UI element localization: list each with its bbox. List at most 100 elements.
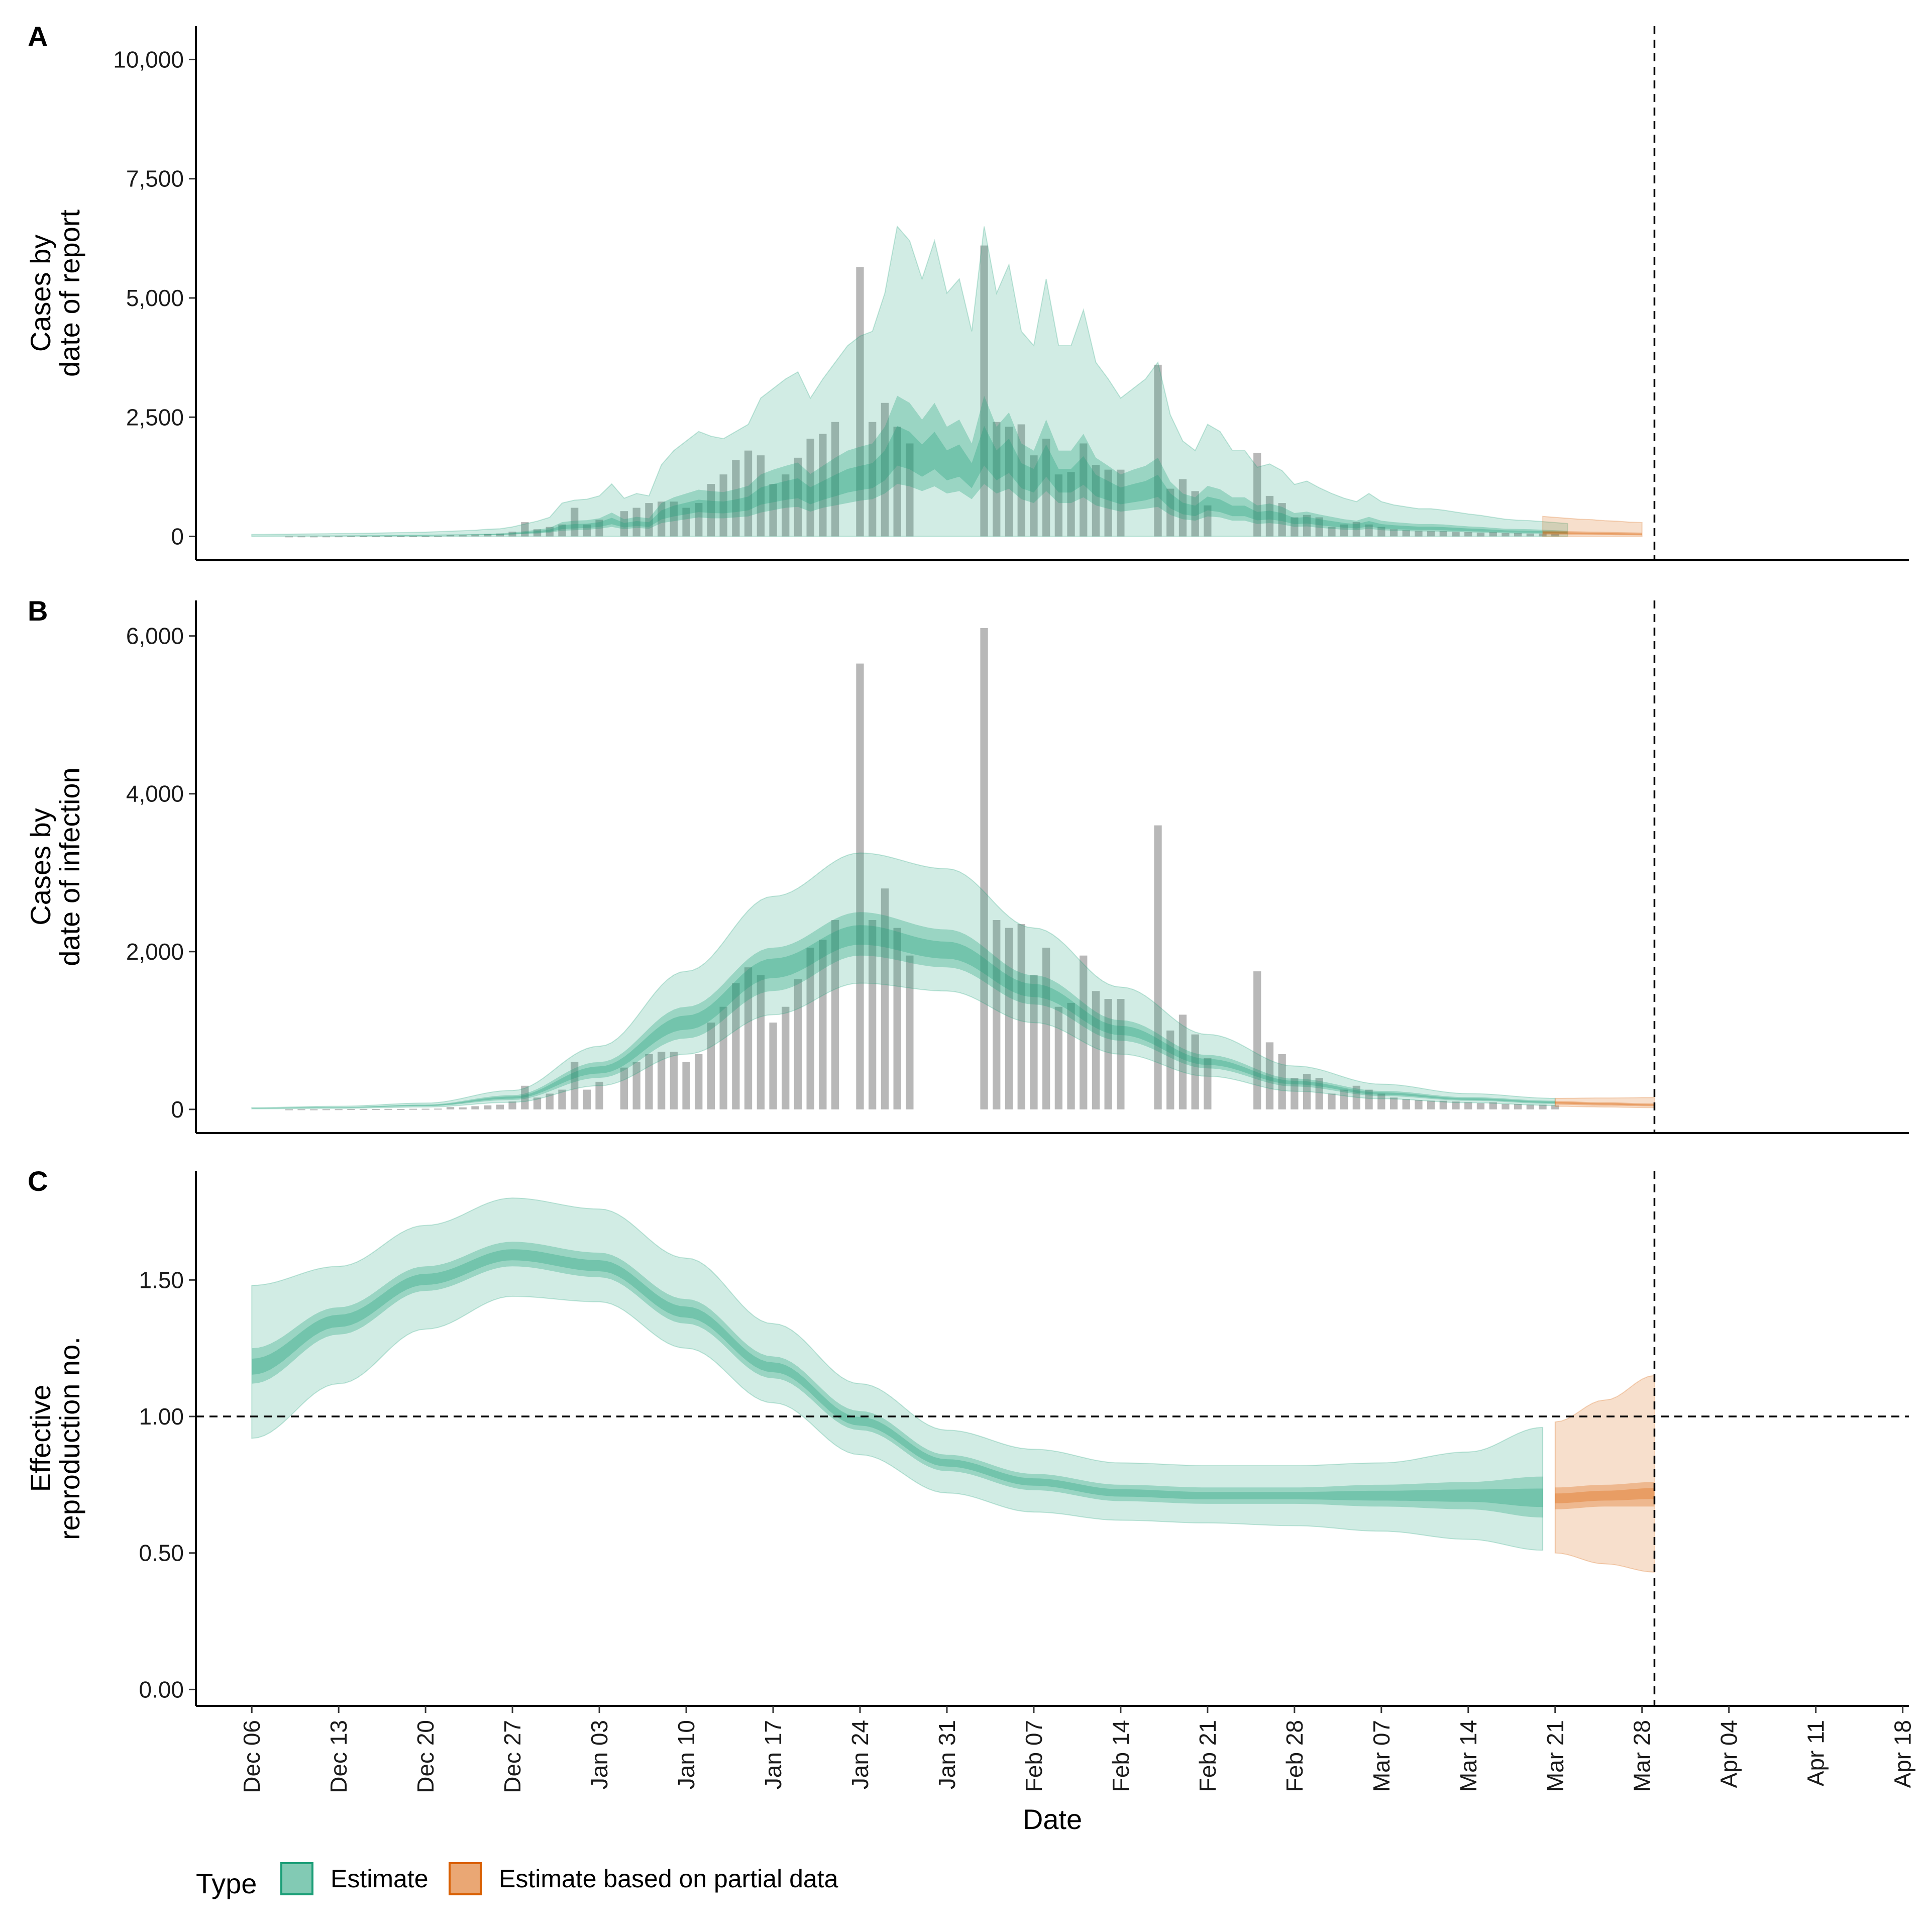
observed-bar-b bbox=[1080, 955, 1088, 1109]
observed-bar-b bbox=[1415, 1100, 1423, 1109]
observed-bar-a bbox=[1178, 479, 1187, 537]
observed-bar-a bbox=[670, 501, 678, 537]
y-tick-label-a: 5,000 bbox=[126, 285, 184, 311]
observed-bar-b bbox=[993, 920, 1001, 1109]
observed-bar-b bbox=[1352, 1085, 1360, 1109]
observed-bar-a bbox=[1476, 533, 1485, 537]
observed-bar-b bbox=[1340, 1089, 1348, 1109]
observed-bar-b bbox=[322, 1109, 331, 1110]
observed-bar-a bbox=[906, 443, 914, 537]
observed-bar-b bbox=[1278, 1054, 1286, 1109]
legend-title: Type bbox=[196, 1868, 257, 1899]
observed-bar-b bbox=[1489, 1102, 1497, 1109]
observed-bar-a bbox=[1502, 533, 1510, 537]
observed-bar-b bbox=[732, 983, 740, 1109]
y-tick-label-c: 1.50 bbox=[139, 1267, 184, 1293]
observed-bar-a bbox=[658, 501, 666, 537]
observed-bar-b bbox=[782, 1006, 790, 1109]
x-axis: Dec 06 Dec 13 Dec 20 Dec 27 Jan 03 Jan 10 Jan … bbox=[239, 1706, 1916, 1835]
estimate-band-50-a bbox=[252, 395, 1568, 537]
observed-bar-b bbox=[1526, 1104, 1534, 1109]
y-tick-label-c: 1.00 bbox=[139, 1403, 184, 1430]
panel-letter-c: C bbox=[28, 1165, 48, 1197]
observed-bar-b bbox=[459, 1107, 467, 1109]
x-tick-label: Apr 04 bbox=[1716, 1720, 1742, 1788]
observed-bar-b bbox=[546, 1093, 554, 1109]
observed-bar-a bbox=[1352, 522, 1360, 537]
observed-bar-b bbox=[1464, 1102, 1472, 1109]
observed-bar-a bbox=[1340, 524, 1348, 537]
observed-bar-b bbox=[1514, 1103, 1522, 1109]
observed-bar-a bbox=[757, 455, 765, 537]
observed-bar-a bbox=[1092, 465, 1100, 537]
partial-band-50-a bbox=[1543, 531, 1642, 536]
observed-bar-b bbox=[1104, 999, 1112, 1109]
y-tick-label-a: 7,500 bbox=[126, 166, 184, 192]
y-tick-label-a: 0 bbox=[171, 524, 184, 550]
observed-bar-a bbox=[1402, 530, 1410, 537]
x-tick-label: Feb 28 bbox=[1281, 1720, 1308, 1792]
observed-bar-a bbox=[782, 474, 790, 537]
observed-bar-b bbox=[831, 920, 839, 1109]
observed-bar-a bbox=[1514, 533, 1522, 537]
partial-band-20-b bbox=[1555, 1102, 1655, 1106]
observed-bar-a bbox=[595, 520, 603, 537]
observed-bar-b bbox=[310, 1109, 318, 1110]
observed-bar-a bbox=[1154, 364, 1162, 537]
observed-bar-a bbox=[496, 533, 504, 537]
observed-bar-a bbox=[1291, 517, 1299, 537]
observed-bar-b bbox=[1551, 1105, 1559, 1109]
x-tick-label: Mar 28 bbox=[1629, 1720, 1655, 1792]
observed-bar-a bbox=[558, 524, 566, 537]
observed-bar-a bbox=[409, 536, 417, 537]
x-tick-label: Feb 14 bbox=[1108, 1720, 1134, 1792]
x-tick-label: Jan 17 bbox=[760, 1720, 786, 1789]
observed-bar-a bbox=[1253, 453, 1261, 537]
y-axis-title-b-line2: date of infection bbox=[54, 767, 85, 966]
observed-bar-a bbox=[1551, 534, 1559, 537]
observed-bar-a bbox=[893, 427, 901, 537]
observed-bar-b bbox=[695, 1054, 703, 1109]
observed-bar-a bbox=[806, 439, 814, 537]
observed-bar-a bbox=[1265, 495, 1274, 537]
observed-bar-a bbox=[421, 536, 430, 537]
observed-bar-a bbox=[769, 484, 777, 537]
x-tick-label: Apr 11 bbox=[1803, 1720, 1829, 1786]
observed-bar-b bbox=[1178, 1014, 1187, 1109]
observed-bar-a bbox=[335, 536, 343, 538]
y-axis-title-b-line1: Cases by bbox=[25, 808, 56, 925]
observed-bar-b bbox=[658, 1052, 666, 1109]
observed-bar-a bbox=[297, 536, 305, 538]
estimate-band-50-b bbox=[252, 912, 1555, 1108]
x-tick-label: Dec 20 bbox=[412, 1720, 439, 1793]
observed-bar-b bbox=[446, 1107, 455, 1109]
observed-bar-a bbox=[1415, 531, 1423, 537]
observed-bar-a bbox=[546, 527, 554, 537]
observed-bar-b bbox=[359, 1108, 368, 1110]
observed-bar-b bbox=[881, 888, 889, 1109]
x-tick-label: Jan 03 bbox=[586, 1720, 612, 1789]
observed-bar-b bbox=[1539, 1104, 1547, 1109]
observed-bar-b bbox=[508, 1101, 516, 1109]
observed-bar-b bbox=[421, 1108, 430, 1110]
observed-bar-b bbox=[980, 628, 988, 1109]
observed-bar-a bbox=[484, 534, 492, 537]
y-tick-label-a: 10,000 bbox=[113, 46, 184, 72]
observed-bar-b bbox=[558, 1089, 566, 1109]
x-tick-label: Dec 13 bbox=[326, 1720, 352, 1793]
y-tick-label-b: 4,000 bbox=[126, 781, 184, 807]
observed-bar-a bbox=[347, 536, 355, 538]
observed-bar-b bbox=[285, 1109, 293, 1110]
observed-bar-b bbox=[409, 1108, 417, 1110]
observed-bar-b bbox=[1191, 1034, 1199, 1109]
estimate-band-90-c bbox=[251, 1197, 1544, 1551]
observed-bar-b bbox=[769, 1023, 777, 1109]
observed-bar-b bbox=[1402, 1099, 1410, 1109]
observed-bar-a bbox=[695, 503, 703, 537]
observed-bar-a bbox=[980, 245, 988, 537]
observed-bar-b bbox=[434, 1108, 442, 1110]
observed-bar-a bbox=[744, 450, 753, 537]
observed-bar-a bbox=[707, 484, 715, 537]
observed-bar-a bbox=[794, 457, 802, 537]
